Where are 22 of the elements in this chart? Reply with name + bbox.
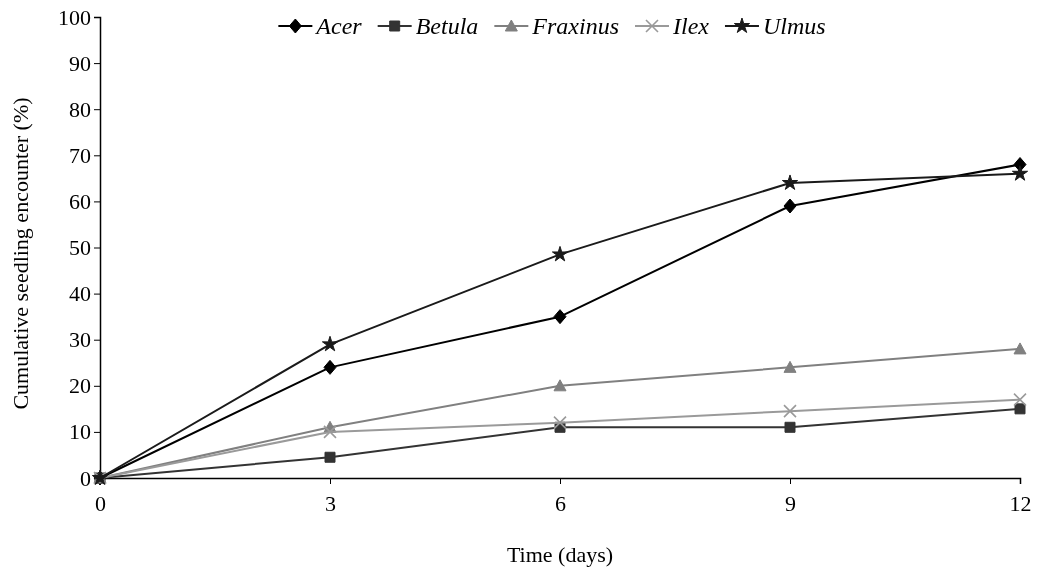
y-tick-label: 0 — [80, 465, 91, 491]
x-tick-label: 12 — [1009, 491, 1032, 517]
y-tick-label: 90 — [69, 50, 91, 76]
legend-label: Ilex — [672, 13, 710, 39]
y-tick-label: 20 — [69, 373, 91, 399]
legend-label: Fraxinus — [531, 13, 619, 39]
y-tick-label: 70 — [69, 142, 91, 168]
x-tick-label: 3 — [325, 491, 336, 517]
y-tick-label: 50 — [69, 235, 91, 261]
legend-label: Ulmus — [762, 13, 826, 39]
y-axis-title: Cumulative seedling encounter (%) — [8, 97, 33, 410]
y-tick-label: 40 — [69, 281, 91, 307]
x-axis-title: Time (days) — [506, 542, 614, 567]
x-tick-label: 9 — [785, 491, 796, 517]
y-tick-label: 10 — [69, 419, 91, 445]
y-tick-label: 80 — [69, 96, 91, 122]
y-tick-label: 30 — [69, 327, 91, 353]
legend-label: Acer — [314, 13, 363, 39]
legend-label: Betula — [415, 13, 479, 39]
y-tick-label: 60 — [69, 188, 91, 214]
x-tick-label: 6 — [555, 491, 566, 517]
y-tick-label: 100 — [58, 4, 91, 30]
